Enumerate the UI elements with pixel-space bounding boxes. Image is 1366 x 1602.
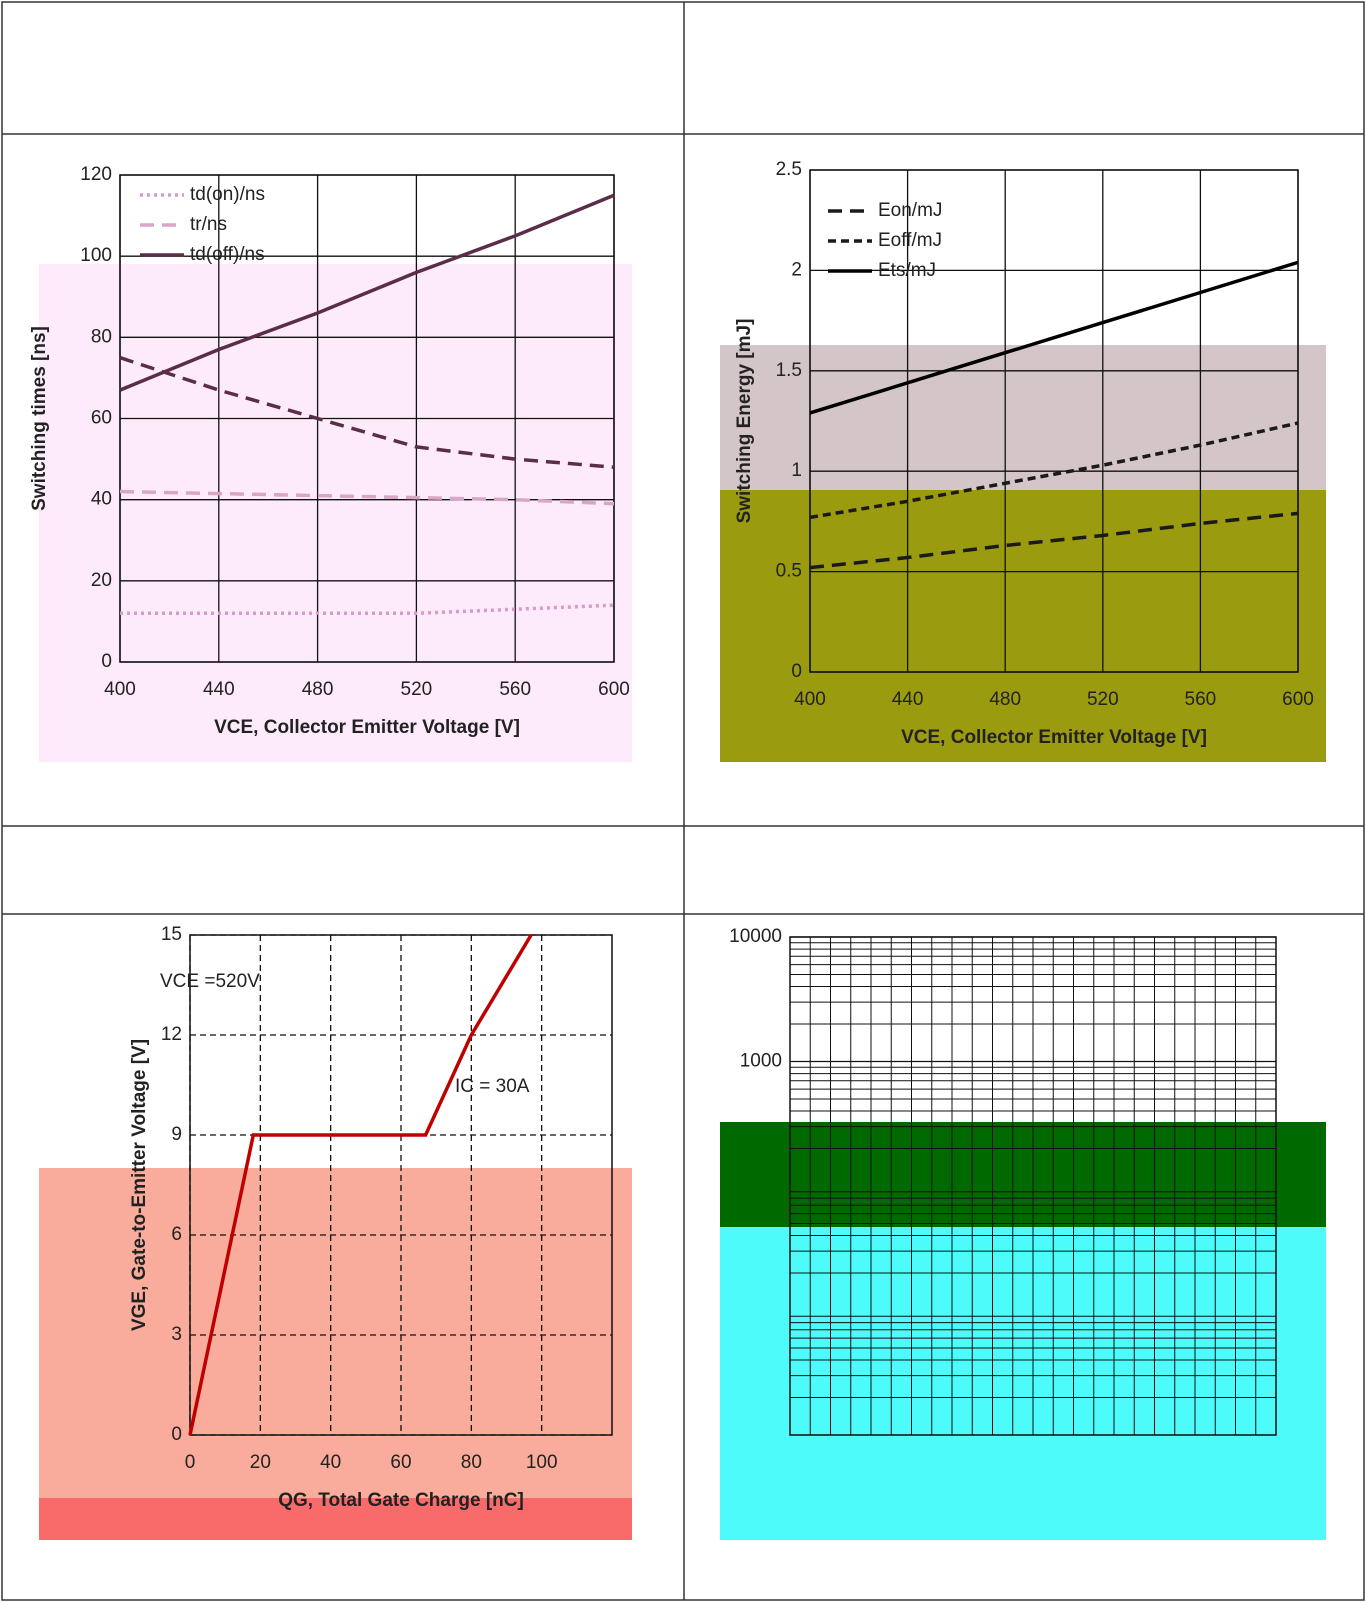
x-tick-label: 40 [320, 1452, 341, 1473]
y-tick-label: 0 [791, 661, 802, 682]
y-tick-label: 1 [791, 460, 802, 481]
legend-label: Eon/mJ [878, 200, 942, 221]
page: 020406080100120400440480520560600VCE, Co… [0, 0, 1366, 1602]
x-tick-label: 100 [526, 1452, 558, 1473]
panel-backgrounds [39, 264, 1326, 1540]
x-tick-label: 600 [1282, 689, 1314, 710]
y-tick-label: 2.5 [776, 159, 802, 180]
y-tick-label: 2 [791, 259, 802, 280]
y-tick-label: 15 [161, 924, 182, 945]
x-tick-label: 80 [461, 1452, 482, 1473]
legend-label: tr/ns [190, 214, 227, 235]
x-tick-label: 560 [499, 679, 531, 700]
y-tick-label: 9 [171, 1124, 182, 1145]
x-tick-label: 0 [185, 1452, 196, 1473]
y-tick-label: 60 [91, 408, 112, 429]
panel-bg [720, 345, 1326, 490]
y-tick-label: 0 [171, 1424, 182, 1445]
y-tick-label: 120 [80, 164, 112, 185]
y-tick-label: 0 [101, 651, 112, 672]
x-tick-label: 440 [892, 689, 924, 710]
y-tick-label: 10000 [729, 926, 782, 947]
x-tick-label: 560 [1185, 689, 1217, 710]
legend-label: Ets/mJ [878, 260, 936, 281]
x-tick-label: 600 [598, 679, 630, 700]
y-tick-label: 1000 [740, 1051, 782, 1072]
legend-label: Eoff/mJ [878, 230, 942, 251]
x-tick-label: 440 [203, 679, 235, 700]
y-tick-label: 3 [171, 1324, 182, 1345]
x-tick-label: 60 [390, 1452, 411, 1473]
y-tick-label: 6 [171, 1224, 182, 1245]
x-tick-label: 400 [104, 679, 136, 700]
x-tick-label: 480 [989, 689, 1021, 710]
x-tick-label: 20 [250, 1452, 271, 1473]
y-tick-label: 80 [91, 326, 112, 347]
x-axis-title: VCE, Collector Emitter Voltage [V] [214, 717, 520, 738]
y-tick-label: 0.5 [776, 561, 802, 582]
y-axis-title: VGE, Gate-to-Emitter Voltage [V] [129, 1039, 150, 1331]
legend-label: td(off)/ns [190, 244, 265, 265]
panel-bg [39, 1168, 632, 1540]
y-tick-label: 1.5 [776, 360, 802, 381]
y-tick-label: 100 [80, 245, 112, 266]
y-tick-label: 40 [91, 489, 112, 510]
x-tick-label: 520 [1087, 689, 1119, 710]
x-tick-label: 480 [302, 679, 334, 700]
x-axis-title: QG, Total Gate Charge [nC] [278, 1490, 524, 1511]
x-axis-title: VCE, Collector Emitter Voltage [V] [901, 727, 1207, 748]
y-tick-label: 12 [161, 1024, 182, 1045]
legend-label: td(on)/ns [190, 184, 265, 205]
annotation: IC = 30A [455, 1076, 530, 1097]
x-tick-label: 400 [794, 689, 826, 710]
annotation: VCE =520V [160, 971, 260, 992]
y-tick-label: 20 [91, 570, 112, 591]
panel-bg [720, 490, 1326, 762]
y-axis-title: Switching times [ns] [29, 326, 50, 511]
y-axis-title: Switching Energy [mJ] [734, 319, 755, 524]
x-tick-label: 520 [401, 679, 433, 700]
